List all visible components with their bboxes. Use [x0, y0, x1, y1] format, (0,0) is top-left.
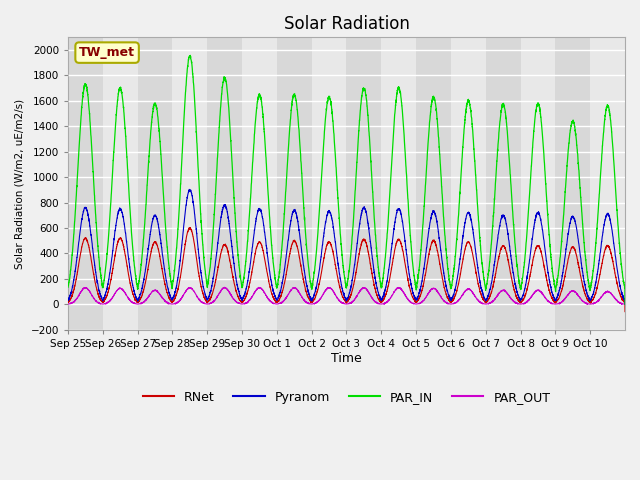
- Bar: [520, 37, 556, 330]
- Bar: [381, 37, 416, 330]
- Y-axis label: Solar Radiation (W/m2, uE/m2/s): Solar Radiation (W/m2, uE/m2/s): [15, 98, 25, 269]
- Bar: [68, 37, 103, 330]
- X-axis label: Time: Time: [331, 351, 362, 364]
- Title: Solar Radiation: Solar Radiation: [284, 15, 410, 33]
- Bar: [103, 37, 138, 330]
- Bar: [207, 37, 242, 330]
- Bar: [451, 37, 486, 330]
- Text: TW_met: TW_met: [79, 46, 135, 59]
- Bar: [486, 37, 520, 330]
- Bar: [416, 37, 451, 330]
- Bar: [242, 37, 277, 330]
- Bar: [138, 37, 172, 330]
- Bar: [172, 37, 207, 330]
- Bar: [346, 37, 381, 330]
- Legend: RNet, Pyranom, PAR_IN, PAR_OUT: RNet, Pyranom, PAR_IN, PAR_OUT: [138, 385, 556, 408]
- Bar: [556, 37, 590, 330]
- Bar: [312, 37, 346, 330]
- Bar: [590, 37, 625, 330]
- Bar: [277, 37, 312, 330]
